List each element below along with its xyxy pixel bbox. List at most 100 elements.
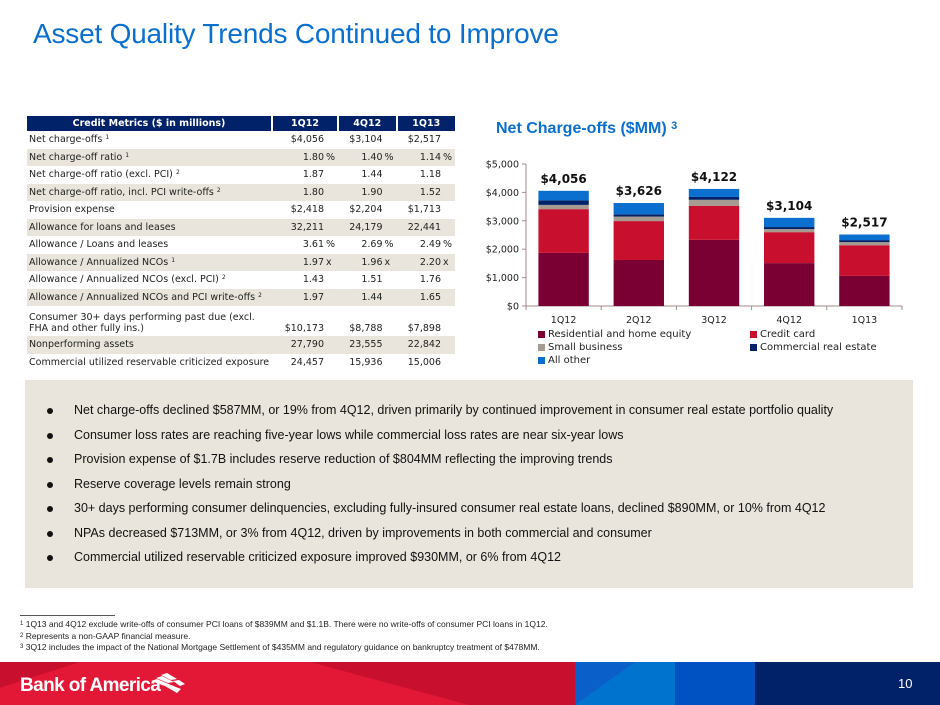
cell-value: 24,457: [290, 356, 325, 368]
cell-unit: [385, 306, 397, 336]
footnote-marker: 1: [125, 151, 130, 159]
chart-title: Net Charge-offs ($MM) 3: [496, 120, 678, 137]
credit-metrics-table: Credit Metrics ($ in millions) 1Q12 4Q12…: [27, 116, 455, 371]
bar-segment-all-other: [613, 203, 664, 215]
cell-unit: [326, 218, 339, 236]
legend-swatch-icon: [750, 344, 757, 351]
cell-unit: [443, 218, 455, 236]
cell-value: $7,898: [407, 323, 441, 334]
row-label: Allowance / Annualized NCOs (excl. PCI) …: [29, 274, 226, 286]
bar-total-label: $3,104: [766, 199, 812, 213]
y-tick-label: $4,000: [486, 188, 519, 199]
bar-segment-credit-card: [613, 221, 664, 260]
cell-value: 1.14: [396, 148, 443, 166]
table-row: Allowance / Annualized NCOs and PCI writ…: [27, 288, 455, 306]
legend-item: Credit card: [750, 329, 815, 340]
cell-unit: [326, 166, 338, 184]
bar-segment-commercial-real-estate: [839, 240, 890, 243]
bullet-icon: [47, 506, 53, 512]
bar-segment-all-other: [688, 188, 740, 197]
cell-unit: [326, 306, 338, 336]
cell-value: 22,441: [396, 218, 443, 236]
cell-value: 2.20: [396, 253, 443, 271]
bar-segment-credit-card: [688, 205, 740, 240]
cell-value: 1.96: [338, 253, 385, 271]
bar-segment-residential-and-home-equity: [538, 252, 589, 306]
row-label: Net charge-offs 1: [29, 134, 110, 146]
cell-value: 32,211: [272, 218, 327, 236]
cell-unit: [385, 271, 397, 289]
cell-unit: [443, 166, 455, 184]
cell-value: 1.43: [302, 274, 325, 286]
bar-segment-small-business: [613, 216, 664, 222]
cell-value: 1.97: [272, 253, 327, 271]
table-row: Allowance / Loans and leases 3.61% 2.69% 2.…: [27, 236, 455, 254]
bar-segment-all-other: [764, 217, 815, 228]
bar-segment-commercial-real-estate: [613, 214, 664, 217]
chart-title-footnote: 3: [671, 120, 678, 132]
x-tick-label: 3Q12: [701, 315, 727, 326]
x-tick-label: 4Q12: [776, 315, 802, 326]
row-label: Net charge-off ratio, incl. PCI write-of…: [27, 183, 272, 201]
flag-icon: [151, 673, 185, 693]
bullet-item: 30+ days performing consumer delinquenci…: [47, 496, 913, 521]
cell-unit: [326, 288, 339, 306]
bullet-icon: [47, 408, 53, 414]
cell-unit: %: [384, 239, 394, 251]
cell-unit: [384, 288, 397, 306]
cell-value: 1.80: [272, 148, 327, 166]
bullet-item: Commercial utilized reservable criticize…: [47, 545, 913, 570]
y-tick-label: $3,000: [486, 216, 519, 227]
cell-unit: [443, 354, 455, 372]
bar-segment-commercial-real-estate: [688, 196, 740, 200]
footer-bar: Bank of America 10: [0, 662, 940, 705]
cell-value: 24,179: [338, 218, 385, 236]
page-number: 10: [898, 676, 913, 691]
bar-segment-small-business: [839, 242, 890, 246]
legend-swatch-icon: [538, 357, 545, 364]
bar-segment-residential-and-home-equity: [764, 263, 815, 306]
cell-unit: [326, 354, 338, 372]
table-row: Consumer 30+ days performing past due (e…: [27, 306, 455, 336]
cell-unit: x: [384, 253, 397, 271]
cell-unit: [443, 288, 455, 306]
bar-segment-residential-and-home-equity: [688, 239, 740, 306]
row-label: Allowance for loans and leases: [27, 218, 272, 236]
bar-segment-small-business: [764, 229, 815, 233]
cell-unit: [385, 166, 397, 184]
cell-value: 1.40: [338, 148, 385, 166]
y-tick-label: $5,000: [486, 160, 519, 171]
header-4q12: 4Q12: [338, 116, 398, 131]
cell-value: 1.44: [338, 288, 385, 306]
table-header-row: Credit Metrics ($ in millions) 1Q12 4Q12…: [27, 116, 455, 131]
bar-total-label: $2,517: [841, 216, 887, 230]
cell-unit: [326, 201, 338, 219]
cell-value: 22,842: [396, 336, 443, 354]
cell-unit: %: [443, 148, 455, 166]
cell-unit: %: [326, 239, 336, 251]
table-row: Net charge-off ratio 1 1.80% 1.40% 1.14%: [27, 148, 455, 166]
bullet-item: NPAs decreased $713MM, or 3% from 4Q12, …: [47, 521, 913, 546]
cell-value: 1.90: [338, 183, 385, 201]
bar-segment-small-business: [688, 199, 740, 206]
cell-unit: x: [326, 253, 339, 271]
x-tick-label: 1Q13: [852, 315, 878, 326]
cell-value: 1.87: [302, 169, 325, 181]
bullet-icon: [47, 555, 53, 561]
table-row: Provision expense $2,418 $2,204 $1,713: [27, 201, 455, 219]
cell-unit: [443, 201, 455, 219]
bullet-item: Reserve coverage levels remain strong: [47, 472, 913, 497]
cell-unit: [385, 354, 397, 372]
cell-value: 2.69: [361, 239, 383, 251]
cell-value: $2,204: [349, 204, 383, 216]
row-label: Net charge-off ratio (excl. PCI) 2: [29, 169, 180, 181]
bullet-icon: [47, 432, 53, 439]
cell-unit: [326, 131, 338, 149]
bar-total-label: $4,122: [691, 170, 737, 184]
cell-unit: [443, 336, 455, 354]
cell-value: 1.52: [396, 183, 443, 201]
footnote-marker: 2: [258, 291, 262, 299]
cell-value: $3,104: [349, 134, 383, 146]
x-tick-label: 1Q12: [551, 315, 577, 326]
table-row: Allowance for loans and leases 32,211 24,1…: [27, 218, 455, 236]
